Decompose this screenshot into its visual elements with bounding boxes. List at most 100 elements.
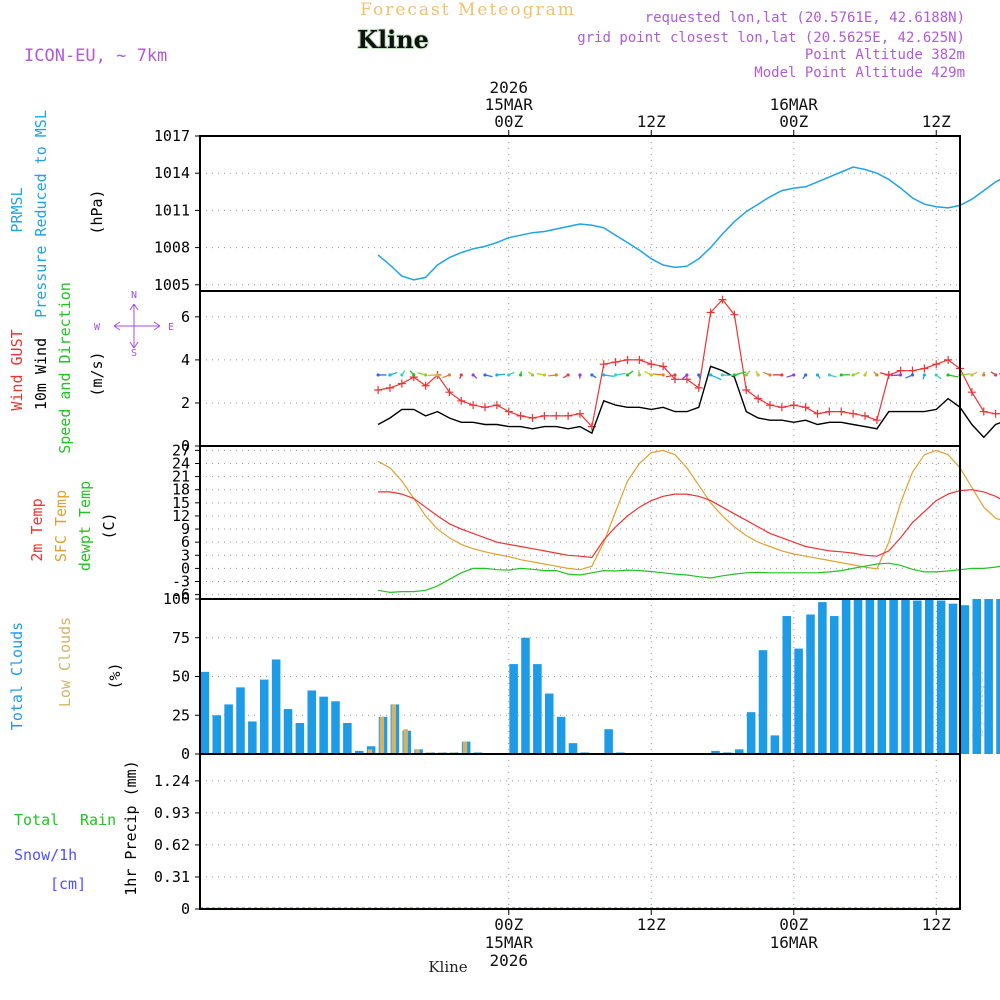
total-rain-label-a: Total — [14, 811, 59, 829]
wind-arrow-head — [720, 373, 725, 377]
wind-arrow-head — [566, 373, 570, 377]
y-tick-label: 24 — [172, 454, 190, 472]
total-cloud-bar — [509, 664, 518, 754]
wind-arrow-head — [614, 373, 618, 377]
y-tick-label: 50 — [172, 668, 190, 686]
wind-arrow-head — [447, 373, 451, 377]
wind-arrow-head — [661, 373, 665, 377]
wind-arrow-head — [792, 373, 796, 377]
total-cloud-bar — [331, 701, 340, 754]
wind-arrow-head — [412, 373, 416, 377]
y-tick-label: 0.31 — [154, 868, 190, 886]
total-cloud-bar — [984, 599, 993, 754]
gust-marker — [789, 401, 798, 410]
time-tick-label: 12Z — [637, 915, 666, 934]
y-tick-label: 4 — [181, 351, 190, 369]
gust-marker — [920, 364, 929, 373]
total-cloud-bar — [936, 600, 946, 754]
gust-marker — [718, 295, 727, 304]
y-tick-label: 27 — [172, 441, 190, 459]
gust-marker — [979, 407, 988, 416]
total-cloud-bar — [782, 616, 792, 754]
y-tick-label: 6 — [181, 533, 190, 551]
temp2m-label: 2m Temp — [28, 498, 46, 561]
wind-arrow-head — [590, 373, 594, 377]
total-rain-label-b: Rain — [80, 811, 116, 829]
wind-unit: (m/s) — [88, 351, 106, 396]
wind-arrow-head — [602, 373, 606, 377]
gust-marker — [421, 381, 430, 390]
total-cloud-bar — [829, 616, 839, 754]
gust-marker — [552, 411, 561, 420]
gust-marker — [861, 411, 869, 420]
total-cloud-bar — [734, 749, 744, 754]
wind-arrow-head — [483, 373, 487, 377]
panel-frame — [199, 753, 961, 910]
wind-arrow-head — [934, 373, 938, 377]
gust-marker — [564, 411, 573, 420]
gust-marker — [813, 409, 822, 418]
precip-unit: 1hr Precip (mm) — [122, 760, 140, 895]
y-tick-label: 1011 — [154, 201, 190, 219]
gust-marker — [599, 360, 608, 369]
gust-marker — [730, 310, 739, 319]
y-tick-label: 0 — [181, 745, 190, 763]
y-tick-label: 0.93 — [154, 804, 190, 822]
location-title: Kline — [357, 25, 429, 54]
gust-marker — [991, 409, 1000, 418]
y-tick-label: 1014 — [154, 164, 190, 182]
low-cloud-bar — [379, 716, 385, 754]
total-cloud-bar — [841, 599, 851, 754]
gust-marker — [528, 414, 537, 423]
wind-arrow-head — [804, 373, 808, 377]
dewpt-label: dewpt Temp — [76, 481, 94, 571]
total-cloud-bar — [319, 696, 328, 754]
total-cloud-bar — [307, 690, 317, 754]
wind-arrow-head — [697, 373, 701, 377]
total-cloud-bar — [996, 599, 1000, 754]
wind-arrow-head — [471, 373, 475, 377]
total-cloud-bar — [521, 637, 530, 754]
total-cloud-bar — [343, 723, 352, 754]
wind-speed-line — [377, 365, 1000, 439]
y-tick-label: 6 — [181, 308, 190, 326]
gust-marker — [837, 407, 846, 416]
y-tick-label: 1.24 — [154, 772, 190, 790]
product-title: Forecast Meteogram — [360, 0, 576, 20]
gust-marker — [576, 409, 584, 418]
gust-marker — [967, 388, 976, 397]
y-tick-label: 12 — [172, 507, 190, 525]
wind-arrow-head — [637, 373, 641, 377]
wind-arrow-head — [625, 373, 630, 377]
clouds-unit: (%) — [106, 662, 124, 689]
gust-marker — [623, 355, 632, 364]
total-cloud-bar — [568, 743, 578, 754]
temp-2m-line — [378, 489, 1000, 559]
gust-marker — [647, 360, 656, 369]
wind-arrow-head — [542, 373, 546, 377]
total-cloud-bar — [259, 679, 269, 754]
total-cloud-bar — [212, 715, 222, 754]
time-tick-label: 12Z — [922, 915, 951, 934]
total-cloud-bar — [556, 716, 566, 754]
total-cloud-bar — [853, 599, 863, 754]
wind-arrow-head — [554, 373, 558, 377]
total-cloud-bar — [200, 671, 210, 754]
point-altitude: Point Altitude 382m — [805, 47, 965, 63]
total-cloud-bar — [806, 614, 815, 754]
total-cloud-bar — [283, 709, 293, 754]
time-tick-label: 00Z — [494, 915, 523, 934]
gust-marker — [801, 403, 810, 412]
compass-west: W — [94, 322, 101, 333]
wind-arrow-head — [899, 373, 903, 377]
gust-marker — [386, 383, 394, 392]
wind-arrow-head — [435, 373, 440, 377]
wind-arrow-head — [400, 373, 404, 377]
y-tick-label: 100 — [163, 590, 190, 608]
low-cloud-bar — [391, 704, 397, 754]
wind-arrow-head — [994, 373, 998, 377]
y-tick-label: 21 — [172, 468, 190, 486]
gust-marker — [469, 401, 478, 410]
